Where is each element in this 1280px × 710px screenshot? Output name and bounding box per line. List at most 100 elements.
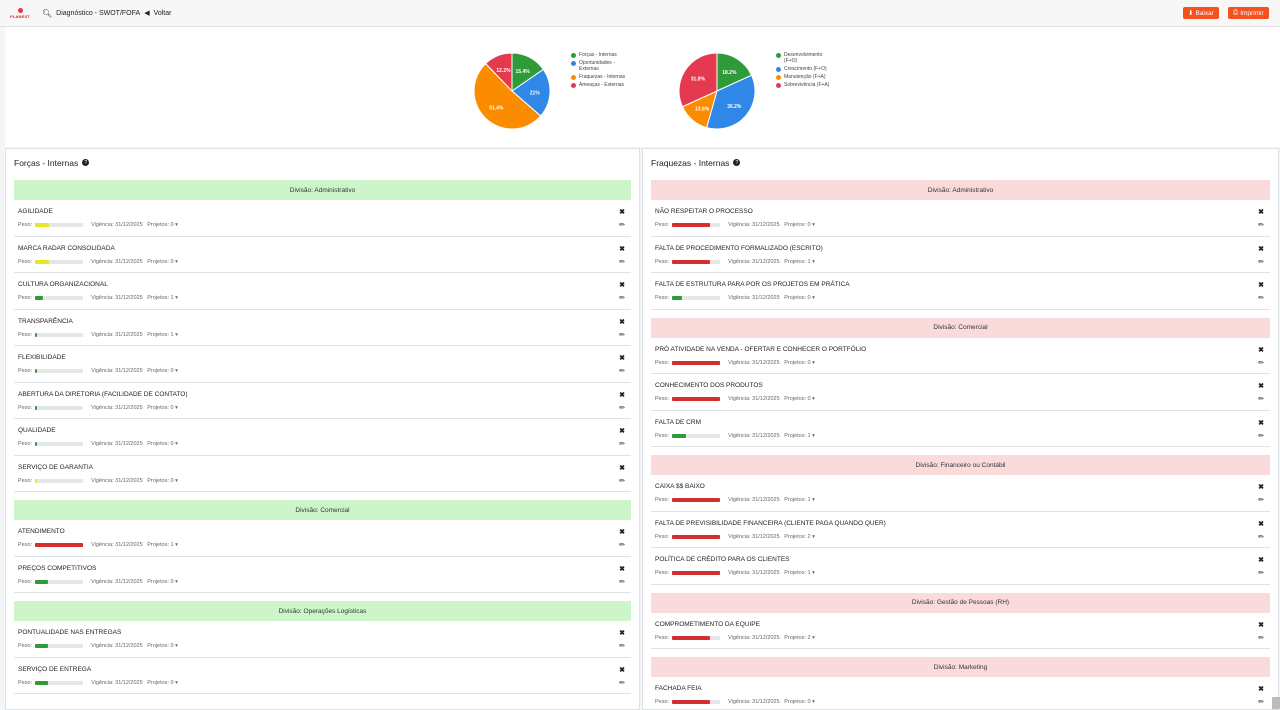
projetos-label[interactable]: Projetos: (784, 295, 806, 301)
edit-icon[interactable]: ✏︎ (1258, 699, 1264, 706)
delete-icon[interactable]: ✖ (1258, 520, 1264, 528)
edit-icon[interactable]: ✏︎ (619, 477, 625, 485)
projetos-label[interactable]: Projetos: (784, 222, 806, 228)
list-item[interactable]: FALTA DE PREVISIBILIDADE FINANCEIRA (CLI… (651, 512, 1270, 548)
list-item[interactable]: MARCA RADAR CONSOLIDADA Peso: Vigência: 31… (14, 237, 631, 273)
legend-item[interactable]: Desenvolvimento (F+O) (776, 52, 836, 64)
delete-icon[interactable]: ✖ (1258, 484, 1264, 491)
edit-icon[interactable]: ✏︎ (619, 578, 625, 586)
pie-slice[interactable] (473, 62, 542, 130)
projetos-label[interactable]: Projetos: (147, 331, 169, 338)
projetos-value[interactable]: 1 (170, 331, 174, 338)
edit-icon[interactable]: ✏︎ (619, 368, 625, 375)
projetos-value[interactable]: 0 (170, 578, 174, 585)
edit-icon[interactable]: ✏︎ (619, 643, 625, 650)
list-item[interactable]: SERVIÇO DE GARANTIA Peso: Vigência: 31/12/… (14, 456, 631, 492)
chevron-down-icon[interactable]: ▾ (810, 634, 815, 641)
delete-icon[interactable]: ✖ (619, 565, 625, 573)
chevron-down-icon[interactable]: ▾ (810, 432, 815, 439)
pie-slice[interactable] (484, 52, 513, 93)
projetos-value[interactable]: 1 (807, 570, 811, 576)
delete-icon[interactable]: ✖ (1258, 346, 1264, 354)
legend-item[interactable]: Oportunidades - Externas (571, 60, 631, 72)
delete-icon[interactable]: ✖ (619, 245, 625, 253)
chevron-down-icon[interactable]: ▾ (810, 497, 815, 503)
projetos-label[interactable]: Projetos: (784, 432, 806, 439)
delete-icon[interactable]: ✖ (619, 464, 625, 472)
chevron-down-icon[interactable]: ▾ (173, 578, 178, 585)
chevron-down-icon[interactable]: ▾ (810, 222, 815, 228)
list-item[interactable]: ABERTURA DA DIRETORIA (FACILIDADE DE CON… (14, 383, 631, 419)
chevron-down-icon[interactable]: ▾ (173, 222, 178, 228)
projetos-label[interactable]: Projetos: (784, 533, 806, 540)
list-item[interactable]: PREÇOS COMPETITIVOS Peso: Vigência: 31/12/… (14, 557, 631, 593)
edit-icon[interactable]: ✏︎ (1258, 258, 1264, 266)
chevron-down-icon[interactable]: ▾ (173, 477, 178, 484)
legend-item[interactable]: Crescimento (F+O) (776, 66, 836, 72)
list-item[interactable]: FLEXIBILIDADE Peso: Vigência: 31/12/2025 P… (14, 346, 631, 383)
edit-icon[interactable]: ✏︎ (1258, 222, 1264, 229)
chevron-down-icon[interactable]: ▾ (810, 533, 815, 540)
projetos-label[interactable]: Projetos: (147, 441, 169, 447)
chevron-down-icon[interactable]: ▾ (173, 258, 178, 265)
list-item[interactable]: PRÓ ATIVIDADE NA VENDA - OFERTAR E CONHE… (651, 338, 1270, 374)
edit-icon[interactable]: ✏︎ (1258, 432, 1264, 440)
edit-icon[interactable]: ✏︎ (619, 258, 625, 266)
delete-icon[interactable]: ✖ (619, 666, 625, 674)
chevron-down-icon[interactable]: ▾ (173, 679, 178, 686)
scrollbar[interactable] (1272, 697, 1280, 709)
delete-icon[interactable]: ✖ (1258, 686, 1264, 693)
chevron-down-icon[interactable]: ▾ (173, 643, 178, 649)
legend-item[interactable]: Sobrevivência (F+A) (776, 82, 836, 88)
legend-item[interactable]: Fraquezas - Internas (571, 74, 631, 80)
projetos-value[interactable]: 1 (170, 542, 174, 548)
list-item[interactable]: SERVIÇO DE ENTREGA Peso: Vigência: 31/12/2… (14, 658, 631, 694)
list-item[interactable]: FALTA DE PROCEDIMENTO FORMALIZADO (ESCRI… (651, 237, 1270, 273)
projetos-label[interactable]: Projetos: (147, 578, 169, 585)
legend-item[interactable]: Manutenção (F+A) (776, 74, 836, 80)
projetos-label[interactable]: Projetos: (147, 643, 169, 649)
chevron-down-icon[interactable]: ▾ (173, 368, 178, 374)
edit-icon[interactable]: ✏︎ (619, 404, 625, 412)
delete-icon[interactable]: ✖ (1258, 383, 1264, 390)
projetos-value[interactable]: 0 (170, 368, 174, 374)
projetos-label[interactable]: Projetos: (784, 258, 806, 265)
delete-icon[interactable]: ✖ (619, 630, 625, 637)
edit-icon[interactable]: ✏︎ (1258, 533, 1264, 541)
edit-icon[interactable]: ✏︎ (1258, 634, 1264, 642)
legend-item[interactable]: Forças - Internas (571, 52, 631, 58)
projetos-label[interactable]: Projetos: (784, 570, 806, 576)
projetos-label[interactable]: Projetos: (784, 699, 806, 705)
projetos-value[interactable]: 1 (170, 295, 174, 301)
projetos-label[interactable]: Projetos: (147, 679, 169, 686)
help-icon[interactable]: ? (733, 159, 741, 166)
pie-slice[interactable] (706, 74, 756, 130)
projetos-value[interactable]: 1 (807, 497, 811, 503)
chevron-down-icon[interactable]: ▾ (810, 396, 815, 402)
pie-slice[interactable] (678, 52, 718, 108)
delete-icon[interactable]: ✖ (619, 318, 625, 326)
chevron-down-icon[interactable]: ▾ (810, 359, 815, 366)
delete-icon[interactable]: ✖ (1258, 245, 1264, 253)
projetos-value[interactable]: 0 (807, 222, 811, 228)
projetos-label[interactable]: Projetos: (147, 258, 169, 265)
projetos-value[interactable]: 2 (807, 634, 811, 641)
chevron-down-icon[interactable]: ▾ (810, 699, 815, 705)
list-item[interactable]: TRANSPARÊNCIA Peso: Vigência: 31/12/2025 P… (14, 310, 631, 346)
projetos-value[interactable]: 0 (170, 222, 174, 228)
back-link[interactable]: Voltar (153, 9, 172, 17)
projetos-value[interactable]: 0 (170, 258, 174, 265)
projetos-label[interactable]: Projetos: (147, 295, 169, 301)
chevron-down-icon[interactable]: ▾ (810, 258, 815, 265)
list-item[interactable]: FALTA DE ESTRUTURA PARA POR OS PROJETOS … (651, 273, 1270, 310)
delete-icon[interactable]: ✖ (619, 282, 625, 289)
app-logo[interactable]: PLANEST (8, 4, 32, 22)
download-button[interactable]: ⬇ Baixar (1183, 7, 1219, 19)
delete-icon[interactable]: ✖ (619, 355, 625, 362)
list-item[interactable]: POLÍTICA DE CRÉDITO PARA OS CLIENTES Peso… (651, 548, 1270, 585)
list-item[interactable]: PONTUALIDADE NAS ENTREGAS Peso: Vigência: … (14, 621, 631, 658)
list-item[interactable]: CULTURA ORGANIZACIONAL Peso: Vigência: 31/… (14, 273, 631, 310)
delete-icon[interactable]: ✖ (619, 209, 625, 216)
edit-icon[interactable]: ✏︎ (619, 295, 625, 302)
projetos-value[interactable]: 0 (170, 404, 174, 411)
